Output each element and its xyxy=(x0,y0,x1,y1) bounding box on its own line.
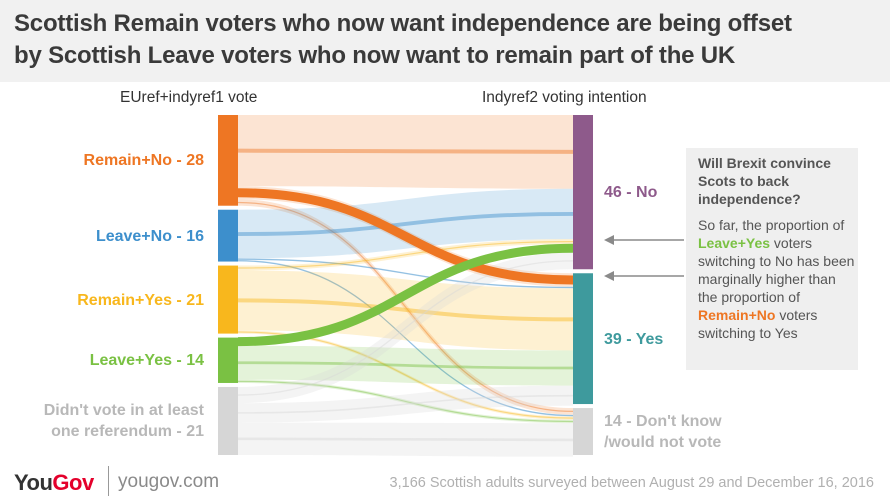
flow-band-4-2 xyxy=(238,422,573,457)
left-axis-label: EUref+indyref1 vote xyxy=(120,89,258,106)
chart-title: Scottish Remain voters who now want inde… xyxy=(14,8,884,72)
footer-note: 3,166 Scottish adults surveyed between A… xyxy=(389,475,874,491)
flow-band-1-2 xyxy=(238,259,573,417)
target-node-1 xyxy=(573,273,593,405)
flow-line-1-1 xyxy=(237,258,574,289)
target-label-2: 14 - Don't know /would not vote xyxy=(604,412,722,451)
target-node-2 xyxy=(573,408,593,455)
highlight-flows xyxy=(237,188,574,347)
yougov-logo: YouGov xyxy=(14,470,94,496)
flow-line-1-0 xyxy=(237,211,574,236)
flow-band-2-2 xyxy=(238,330,573,420)
highlight-flow-0-1 xyxy=(237,188,574,285)
callout-highlight-remain-no: Remain+No xyxy=(698,307,776,323)
flow-band-1-1 xyxy=(238,258,573,289)
flow-line-1-2 xyxy=(237,260,574,417)
footer-site: yougov.com xyxy=(118,471,220,492)
flow-band-0-2 xyxy=(238,199,573,415)
callout-arrowhead-1 xyxy=(604,271,614,281)
source-label-3: Leave+Yes - 14 xyxy=(89,352,204,370)
logo-gov: Gov xyxy=(52,470,94,495)
callout-text-2: voters switching to No has been marginal… xyxy=(698,235,855,305)
source-label-4: Didn't vote in at least one referendum -… xyxy=(43,401,204,440)
flow-line-3-1 xyxy=(237,361,574,370)
source-node-1 xyxy=(218,209,238,262)
source-node-0 xyxy=(218,115,238,206)
flow-line-2-0 xyxy=(237,240,574,269)
source-node-4 xyxy=(218,386,238,455)
footer-divider xyxy=(108,466,109,496)
title-banner: Scottish Remain voters who now want inde… xyxy=(0,0,890,82)
callout-text-3: voters switching to Yes xyxy=(698,307,818,341)
flows xyxy=(237,115,574,457)
flow-band-4-0 xyxy=(238,252,573,404)
callout-arrowhead-0 xyxy=(604,235,614,245)
flow-band-4-1 xyxy=(238,385,573,423)
flow-line-0-0 xyxy=(237,148,574,154)
flow-line-4-0 xyxy=(237,260,574,396)
source-node-3 xyxy=(218,337,238,383)
flow-line-2-1 xyxy=(237,298,574,322)
source-label-0: Remain+No - 28 xyxy=(83,152,204,170)
flow-line-4-1 xyxy=(237,394,574,414)
target-node-0 xyxy=(573,115,593,270)
flow-band-1-0 xyxy=(238,188,573,259)
source-label-2: Remain+Yes - 21 xyxy=(77,291,204,309)
target-label-0: 46 - No xyxy=(604,184,658,202)
callout-highlight-leave-yes: Leave+Yes xyxy=(698,235,771,251)
callout-title: Will Brexit convince Scots to back indep… xyxy=(698,155,831,207)
flow-line-3-2 xyxy=(237,380,574,423)
target-label-1: 39 - Yes xyxy=(604,330,664,348)
callout-box: Will Brexit convince Scots to back indep… xyxy=(686,148,858,370)
chart-title-line-1: Scottish Remain voters who now want inde… xyxy=(14,10,792,37)
flow-band-2-0 xyxy=(238,239,573,271)
highlight-flow-3-0 xyxy=(237,243,574,347)
callout-text-1: So far, the proportion of xyxy=(698,217,845,233)
flow-band-3-1 xyxy=(238,345,573,386)
source-label-1: Leave+No - 16 xyxy=(95,227,204,245)
logo-you: You xyxy=(14,470,53,495)
flow-line-0-2 xyxy=(237,201,574,413)
callout-body: So far, the proportion of Leave+Yes vote… xyxy=(698,216,858,342)
flow-band-3-2 xyxy=(238,379,573,424)
source-node-2 xyxy=(218,265,238,334)
flow-line-4-2 xyxy=(237,437,574,442)
flow-band-0-0 xyxy=(238,115,573,189)
right-axis-label: Indyref2 voting intention xyxy=(482,89,647,106)
chart-title-line-2: by Scottish Leave voters who now want to… xyxy=(14,42,736,69)
